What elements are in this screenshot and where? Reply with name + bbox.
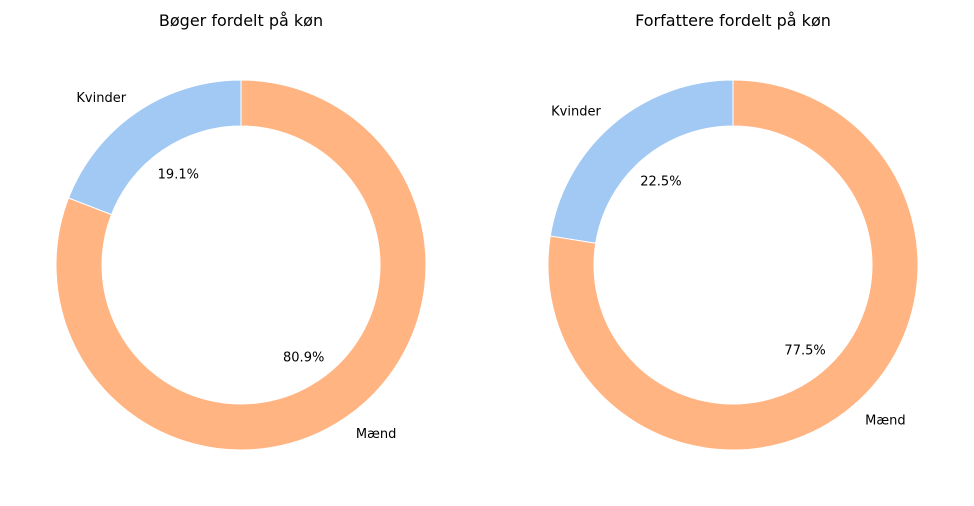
slice-m-nd <box>547 79 919 451</box>
category-label: Mænd <box>865 414 905 429</box>
chart-title: Forfattere fordelt på køn <box>635 11 831 30</box>
percent-label: 22.5% <box>640 175 681 190</box>
percent-label: 80.9% <box>283 351 324 366</box>
category-label: Mænd <box>356 427 396 442</box>
category-label: Kvinder <box>551 104 601 119</box>
donut-chart-authors: Forfattere fordelt på køn Kvinder 22.5% Mæ… <box>547 11 919 451</box>
percent-label: 19.1% <box>158 167 199 182</box>
chart-title: Bøger fordelt på køn <box>159 11 323 30</box>
percent-label: 77.5% <box>784 343 825 358</box>
category-label: Kvinder <box>76 91 126 106</box>
slice-m-nd <box>55 79 427 451</box>
donut-chart-books: Bøger fordelt på køn Kvinder 19.1% Mænd 80.… <box>55 11 427 451</box>
